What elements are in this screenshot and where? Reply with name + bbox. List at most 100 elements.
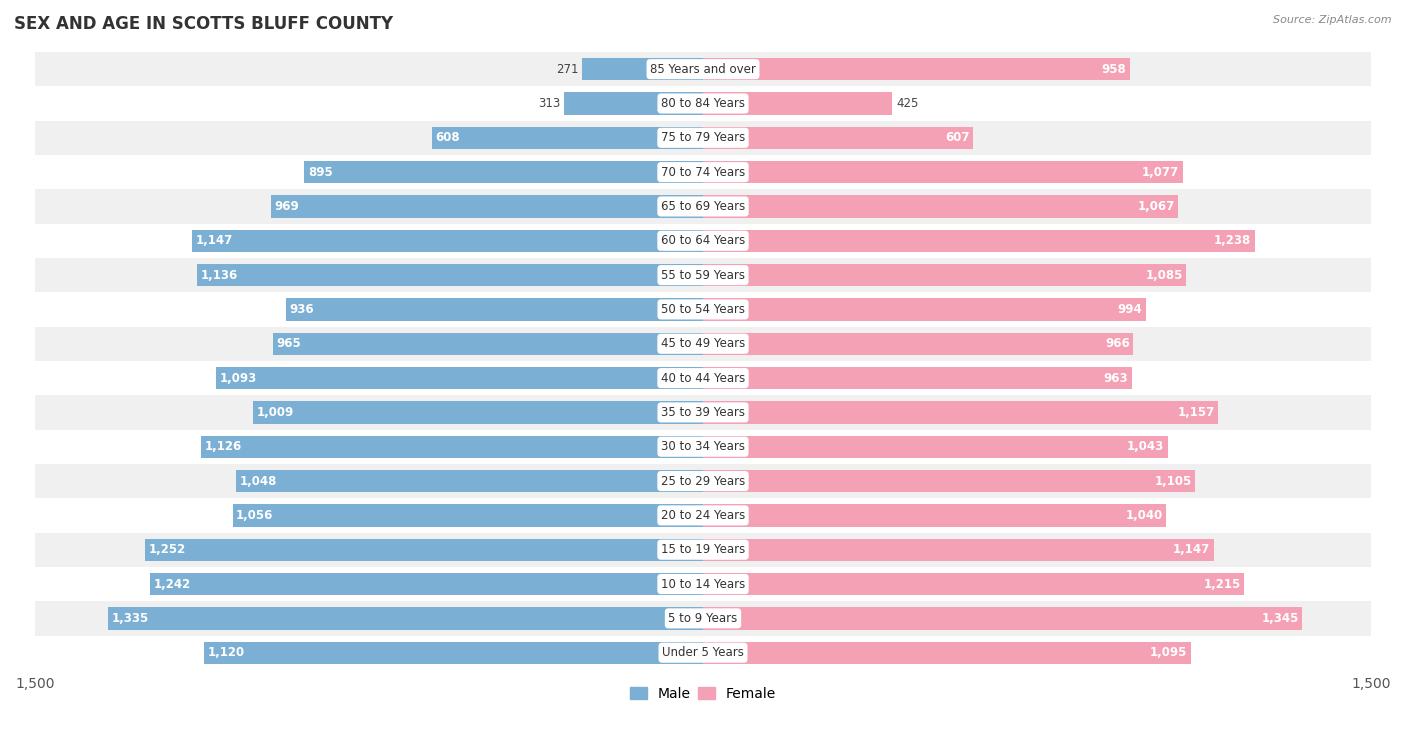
Text: 1,238: 1,238 bbox=[1213, 235, 1251, 247]
Text: Source: ZipAtlas.com: Source: ZipAtlas.com bbox=[1274, 15, 1392, 25]
Text: 1,335: 1,335 bbox=[112, 612, 149, 625]
Bar bbox=[35, 430, 1371, 464]
Bar bbox=[703, 264, 1187, 286]
Bar bbox=[193, 229, 703, 252]
Text: 1,120: 1,120 bbox=[208, 646, 245, 659]
Bar bbox=[35, 464, 1371, 498]
Text: 958: 958 bbox=[1101, 63, 1126, 75]
Text: 75 to 79 Years: 75 to 79 Years bbox=[661, 131, 745, 144]
Text: 1,067: 1,067 bbox=[1137, 200, 1175, 213]
Text: 1,040: 1,040 bbox=[1126, 509, 1163, 522]
Bar bbox=[253, 401, 703, 423]
Bar bbox=[35, 395, 1371, 430]
Bar bbox=[35, 361, 1371, 395]
Text: 936: 936 bbox=[290, 303, 314, 316]
Text: 965: 965 bbox=[277, 337, 301, 350]
Bar bbox=[703, 195, 1178, 218]
Bar bbox=[703, 608, 1302, 630]
Text: 10 to 14 Years: 10 to 14 Years bbox=[661, 577, 745, 591]
Text: 1,147: 1,147 bbox=[1173, 543, 1211, 556]
Bar bbox=[703, 367, 1132, 389]
Text: 1,077: 1,077 bbox=[1142, 166, 1180, 178]
Text: 55 to 59 Years: 55 to 59 Years bbox=[661, 269, 745, 282]
Text: 1,252: 1,252 bbox=[149, 543, 186, 556]
Text: 80 to 84 Years: 80 to 84 Years bbox=[661, 97, 745, 110]
Bar bbox=[35, 601, 1371, 636]
Legend: Male, Female: Male, Female bbox=[624, 681, 782, 706]
Text: 60 to 64 Years: 60 to 64 Years bbox=[661, 235, 745, 247]
Bar bbox=[273, 332, 703, 355]
Bar bbox=[145, 539, 703, 561]
Text: SEX AND AGE IN SCOTTS BLUFF COUNTY: SEX AND AGE IN SCOTTS BLUFF COUNTY bbox=[14, 15, 394, 33]
Bar bbox=[703, 573, 1244, 595]
Text: 50 to 54 Years: 50 to 54 Years bbox=[661, 303, 745, 316]
Bar bbox=[703, 92, 893, 115]
Text: 1,136: 1,136 bbox=[201, 269, 238, 282]
Bar bbox=[35, 533, 1371, 567]
Text: 1,147: 1,147 bbox=[195, 235, 233, 247]
Bar bbox=[197, 264, 703, 286]
Bar bbox=[304, 161, 703, 184]
Text: 15 to 19 Years: 15 to 19 Years bbox=[661, 543, 745, 556]
Text: 1,048: 1,048 bbox=[239, 474, 277, 488]
Text: 1,215: 1,215 bbox=[1204, 577, 1240, 591]
Text: 70 to 74 Years: 70 to 74 Years bbox=[661, 166, 745, 178]
Bar bbox=[703, 504, 1167, 527]
Text: 608: 608 bbox=[436, 131, 460, 144]
Text: 966: 966 bbox=[1105, 337, 1130, 350]
Text: 271: 271 bbox=[557, 63, 579, 75]
Bar bbox=[703, 127, 973, 149]
Bar bbox=[35, 155, 1371, 189]
Text: 1,056: 1,056 bbox=[236, 509, 274, 522]
Text: 5 to 9 Years: 5 to 9 Years bbox=[668, 612, 738, 625]
Text: 20 to 24 Years: 20 to 24 Years bbox=[661, 509, 745, 522]
Bar bbox=[703, 332, 1133, 355]
Text: 994: 994 bbox=[1118, 303, 1142, 316]
Text: 1,345: 1,345 bbox=[1261, 612, 1299, 625]
Bar bbox=[236, 470, 703, 492]
Text: 1,093: 1,093 bbox=[219, 371, 257, 385]
Bar bbox=[703, 539, 1213, 561]
Bar bbox=[703, 298, 1146, 320]
Bar bbox=[35, 223, 1371, 258]
Bar bbox=[703, 401, 1219, 423]
Text: 969: 969 bbox=[276, 200, 299, 213]
Text: 85 Years and over: 85 Years and over bbox=[650, 63, 756, 75]
Text: 963: 963 bbox=[1104, 371, 1129, 385]
Bar bbox=[232, 504, 703, 527]
Bar bbox=[432, 127, 703, 149]
Text: 1,095: 1,095 bbox=[1150, 646, 1187, 659]
Text: 313: 313 bbox=[537, 97, 560, 110]
Bar bbox=[703, 642, 1191, 664]
Bar bbox=[35, 636, 1371, 670]
Bar bbox=[582, 58, 703, 81]
Text: 1,085: 1,085 bbox=[1146, 269, 1182, 282]
Text: 1,009: 1,009 bbox=[257, 406, 294, 419]
Bar bbox=[35, 292, 1371, 326]
Bar bbox=[703, 161, 1182, 184]
Bar bbox=[285, 298, 703, 320]
Bar bbox=[564, 92, 703, 115]
Bar bbox=[35, 498, 1371, 533]
Bar bbox=[703, 470, 1195, 492]
Bar bbox=[201, 436, 703, 458]
Bar bbox=[35, 567, 1371, 601]
Text: 25 to 29 Years: 25 to 29 Years bbox=[661, 474, 745, 488]
Bar bbox=[703, 58, 1130, 81]
Bar bbox=[204, 642, 703, 664]
Text: 40 to 44 Years: 40 to 44 Years bbox=[661, 371, 745, 385]
Bar bbox=[35, 189, 1371, 223]
Bar bbox=[149, 573, 703, 595]
Bar bbox=[217, 367, 703, 389]
Text: 1,126: 1,126 bbox=[205, 440, 242, 453]
Bar bbox=[703, 436, 1167, 458]
Text: 895: 895 bbox=[308, 166, 333, 178]
Bar bbox=[35, 121, 1371, 155]
Text: 1,105: 1,105 bbox=[1154, 474, 1192, 488]
Text: 1,043: 1,043 bbox=[1126, 440, 1164, 453]
Bar bbox=[108, 608, 703, 630]
Text: 425: 425 bbox=[896, 97, 918, 110]
Bar bbox=[703, 229, 1254, 252]
Bar bbox=[35, 258, 1371, 292]
Text: Under 5 Years: Under 5 Years bbox=[662, 646, 744, 659]
